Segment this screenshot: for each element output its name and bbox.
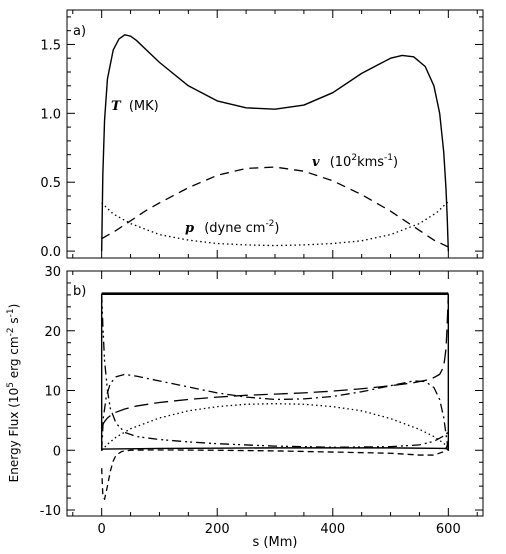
panel-b-ticks: 0 200 400 600 -10 0 10 20 30 (40, 265, 483, 537)
temperature-label: T (MK) (111, 99, 159, 114)
x-tick-label: 0 (98, 522, 106, 537)
series-line-a-dashed (101, 166, 449, 248)
y-tick-label: 10 (44, 385, 61, 400)
x-tick-label: 600 (436, 522, 461, 537)
y-tick-label: 0.0 (40, 245, 61, 260)
y-tick-label: 1.0 (40, 107, 61, 122)
x-tick-label: 400 (320, 522, 345, 537)
series-line-b-solid (100, 293, 450, 451)
panel-b-series (100, 292, 450, 500)
y-tick-label: 1.5 (40, 38, 61, 53)
y-tick-label: -10 (40, 504, 61, 519)
panel-a-label: a) (73, 24, 86, 39)
x-tick-label: 200 (205, 522, 230, 537)
series-line-b-short-dashed (101, 441, 449, 500)
series-line-a-dotted (101, 201, 449, 247)
series-line-a-solid (100, 34, 450, 252)
series-line-b-dash-dot (101, 373, 449, 451)
pressure-label: p (dyne cm-2) (185, 219, 280, 236)
y-tick-label: 20 (44, 325, 61, 340)
velocity-label: v (102kms-1) (312, 153, 398, 170)
series-line-b-long-dashed (101, 293, 449, 427)
series-line-b-dotted (101, 403, 449, 451)
y-tick-label: 0 (53, 444, 61, 459)
panel-a-ticks: 0.0 0.5 1.0 1.5 (40, 10, 483, 260)
y-tick-label: 30 (44, 265, 61, 280)
x-axis-label: s (Mm) (253, 535, 298, 550)
panel-a: a) 0.0 0.5 1.0 1.5 T (MK) v (102kms-1) p (d… (40, 9, 484, 260)
y-tick-label: 0.5 (40, 176, 61, 191)
panel-b: b) 0 200 400 600 -10 0 10 20 30 s (Mm) Energy Fl… (6, 265, 484, 550)
panel-b-label: b) (73, 284, 86, 299)
panel-a-series (100, 34, 450, 252)
series-line-b-dot-dot-dash (101, 293, 449, 448)
y-axis-label: Energy Flux (105 erg cm-2 s-1) (6, 304, 21, 483)
